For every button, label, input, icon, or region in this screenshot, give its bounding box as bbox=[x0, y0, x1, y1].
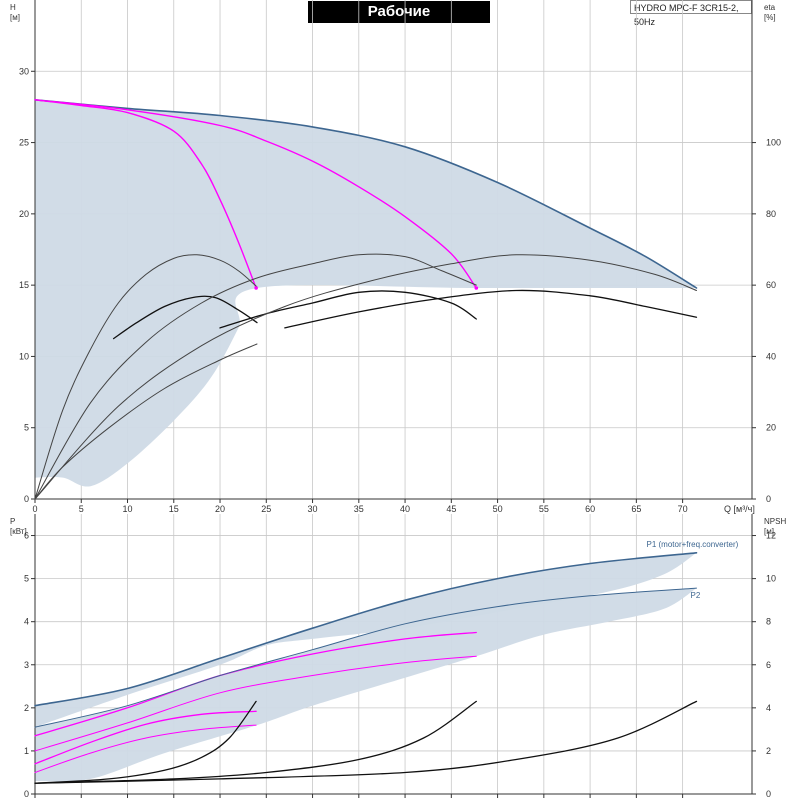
x-tick-label: 45 bbox=[446, 504, 456, 514]
efficiency-curve bbox=[284, 289, 698, 329]
p1-curve-reduced bbox=[34, 631, 477, 737]
panel2-operating-envelope bbox=[35, 588, 697, 782]
x-tick-label: 50 bbox=[493, 504, 503, 514]
panel2-y-tick-label-left: 0 bbox=[24, 789, 29, 799]
panel2-y-axis-left-unit: [кВт] bbox=[10, 527, 27, 536]
x-tick-label: 70 bbox=[678, 504, 688, 514]
panel1-y-tick-label-right: 80 bbox=[766, 209, 776, 219]
x-tick-label: 30 bbox=[308, 504, 318, 514]
panel2-y-tick-label-right: 10 bbox=[766, 574, 776, 584]
efficiency-curve bbox=[34, 254, 258, 500]
x-tick-label: 0 bbox=[32, 504, 37, 514]
efficiency-curve bbox=[219, 290, 477, 329]
panel1-y-tick-label-left: 25 bbox=[19, 138, 29, 148]
panel2-y-tick-label-left: 4 bbox=[24, 617, 29, 627]
p1-series-label: P1 (motor+freq.converter) bbox=[646, 540, 738, 549]
panel2-y-tick-label-left: 1 bbox=[24, 746, 29, 756]
panel2-y-tick-label-right: 2 bbox=[766, 746, 771, 756]
panel1-y-tick-label-right: 60 bbox=[766, 280, 776, 290]
panel2-y-tick-label-left: 5 bbox=[24, 574, 29, 584]
panel1-y-tick-label-right: 40 bbox=[766, 351, 776, 361]
head-curve-max bbox=[34, 99, 698, 289]
panel2-y-tick-label-left: 3 bbox=[24, 660, 29, 670]
panel2-y-axis-left-name: P bbox=[10, 517, 15, 526]
panel1-y-axis-left-unit: [м] bbox=[10, 13, 20, 22]
p2-curve-reduced bbox=[34, 724, 257, 773]
panel1-y-tick-label-left: 15 bbox=[19, 280, 29, 290]
panel2-operating-envelope bbox=[35, 552, 697, 728]
panel2-y-axis-right-name: NPSH bbox=[764, 517, 786, 526]
panel2-y-axis-right-unit: [м] bbox=[764, 527, 774, 536]
efficiency-curve bbox=[34, 254, 697, 500]
head-curve-reduced bbox=[34, 99, 257, 289]
efficiency-curve bbox=[34, 253, 477, 500]
head-curve-endpoint bbox=[254, 286, 258, 290]
head-curve-endpoint bbox=[474, 286, 479, 290]
x-tick-label: 60 bbox=[585, 504, 595, 514]
p2-curve-max bbox=[34, 587, 697, 728]
efficiency-curve bbox=[34, 343, 258, 500]
p2-curve-reduced bbox=[34, 655, 477, 752]
panel2-y-tick-label-right: 12 bbox=[766, 531, 776, 541]
head-curve-reduced bbox=[34, 99, 477, 289]
panel1-y-tick-label-right: 20 bbox=[766, 423, 776, 433]
x-tick-label: 65 bbox=[631, 504, 641, 514]
panel1-y-axis-right-unit: [%] bbox=[764, 13, 776, 22]
x-tick-label: 5 bbox=[79, 504, 84, 514]
x-tick-label: 40 bbox=[400, 504, 410, 514]
p1-curve-max bbox=[34, 552, 698, 707]
x-tick-label: 15 bbox=[169, 504, 179, 514]
panel2-y-tick-label-left: 6 bbox=[24, 531, 29, 541]
x-tick-label: 35 bbox=[354, 504, 364, 514]
panel2-y-tick-label-right: 8 bbox=[766, 617, 771, 627]
x-axis-label: Q [м³/ч] bbox=[724, 504, 755, 514]
panel2-y-tick-label-right: 6 bbox=[766, 660, 771, 670]
panel1-y-tick-label-right: 100 bbox=[766, 138, 781, 148]
panel2-y-tick-label-right: 4 bbox=[766, 703, 771, 713]
panel1-y-tick-label-left: 20 bbox=[19, 209, 29, 219]
npsh-curve bbox=[34, 700, 698, 784]
x-tick-label: 25 bbox=[261, 504, 271, 514]
pump-model-label: HYDRO MPC-F 3CR15-2, 50Hz bbox=[630, 0, 752, 27]
panel1-y-tick-label-left: 30 bbox=[19, 66, 29, 76]
efficiency-curve bbox=[112, 295, 258, 340]
panel1-operating-envelope bbox=[35, 99, 697, 487]
panel1-y-axis-left-name: H bbox=[10, 3, 16, 12]
x-tick-label: 20 bbox=[215, 504, 225, 514]
panel1-y-tick-label-right: 0 bbox=[766, 494, 771, 504]
npsh-curve bbox=[34, 700, 477, 784]
panel1-y-tick-label-left: 5 bbox=[24, 423, 29, 433]
npsh-curve bbox=[34, 700, 257, 784]
x-tick-label: 55 bbox=[539, 504, 549, 514]
panel1-y-tick-label-left: 10 bbox=[19, 351, 29, 361]
x-tick-label: 10 bbox=[123, 504, 133, 514]
panel1-y-axis-right-name: eta bbox=[764, 3, 776, 12]
panel2-y-tick-label-left: 2 bbox=[24, 703, 29, 713]
p1-curve-reduced bbox=[34, 710, 257, 765]
p2-series-label: P2 bbox=[690, 591, 700, 600]
panel2-y-tick-label-right: 0 bbox=[766, 789, 771, 799]
panel1-y-tick-label-left: 0 bbox=[24, 494, 29, 504]
chart-title: Рабочие характеристики bbox=[308, 1, 490, 42]
